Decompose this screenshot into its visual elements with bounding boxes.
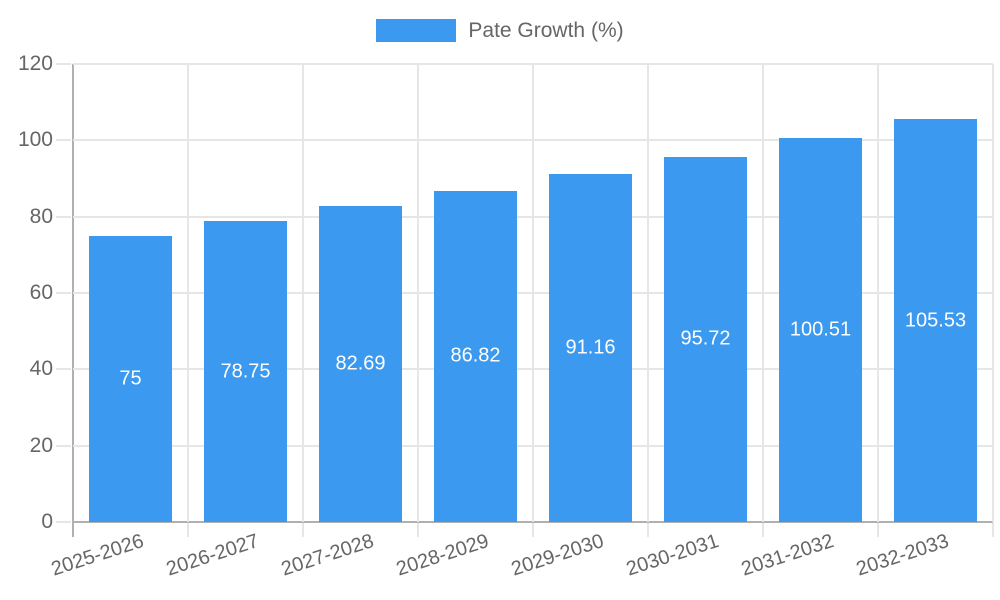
y-tick-label: 60: [29, 281, 53, 304]
x-tick-mark: [187, 523, 189, 537]
x-tick-mark: [762, 523, 764, 537]
x-tick-mark: [302, 523, 304, 537]
x-tick-mark: [992, 523, 994, 537]
y-tick-label: 40: [29, 357, 53, 381]
x-tick-mark: [417, 523, 419, 537]
y-axis-line: [72, 64, 74, 537]
x-tick-mark: [532, 523, 534, 537]
y-tick-mark: [56, 368, 71, 371]
bar-value-label: 105.53: [904, 309, 967, 332]
x-tick-label: 2031-2032: [738, 530, 837, 581]
x-tick-label: 2030-2031: [623, 530, 722, 581]
bar: 105.53: [894, 119, 977, 522]
x-tick-label: 2032-2033: [853, 530, 952, 581]
x-gridline: [877, 64, 879, 522]
x-tick-mark: [877, 523, 879, 537]
bar: 91.16: [549, 174, 632, 522]
bar: 86.82: [434, 190, 517, 522]
y-tick-label: 20: [29, 433, 53, 457]
x-tick-label: 2025-2026: [48, 530, 147, 581]
x-tick-label: 2029-2030: [508, 530, 607, 581]
x-gridline: [302, 64, 304, 522]
bar: 75: [89, 235, 172, 522]
x-gridline: [992, 64, 994, 522]
y-tick-mark: [56, 521, 71, 523]
y-tick-mark: [56, 63, 71, 65]
y-tick-mark: [56, 292, 71, 294]
legend-item[interactable]: Pate Growth (%): [376, 19, 624, 42]
bar-value-label: 91.16: [565, 336, 616, 359]
x-tick-label: 2026-2027: [163, 530, 262, 581]
y-tick-label: 120: [17, 52, 53, 75]
x-gridline: [417, 64, 419, 522]
x-tick-label: 2028-2029: [393, 530, 492, 581]
bar: 82.69: [319, 206, 402, 522]
x-gridline: [187, 64, 189, 522]
legend-swatch-icon: [376, 19, 457, 42]
y-tick-label: 80: [29, 204, 53, 228]
y-tick-mark: [56, 139, 71, 142]
y-tick-mark: [56, 215, 71, 218]
legend: Pate Growth (%): [0, 19, 1000, 42]
y-tick-label: 0: [41, 510, 53, 533]
x-gridline: [647, 64, 649, 522]
bar: 78.75: [204, 221, 287, 522]
bar: 100.51: [779, 138, 862, 522]
x-tick-label: 2027-2028: [278, 530, 377, 581]
bar-value-label: 82.69: [335, 352, 386, 375]
x-gridline: [762, 64, 764, 522]
bar-value-label: 100.51: [789, 318, 852, 341]
plot-area: 0 20 40 60 80 100 120 75 78.75 82.69 86.82 91.16 95.…: [18, 52, 994, 580]
x-axis-line: [73, 521, 993, 523]
x-gridline: [532, 64, 534, 522]
bar-value-label: 86.82: [450, 344, 501, 367]
x-tick-mark: [647, 523, 649, 537]
bar-value-label: 75: [119, 367, 142, 390]
y-tick-mark: [56, 444, 71, 447]
bar-value-label: 78.75: [220, 360, 271, 383]
bar: 95.72: [664, 156, 747, 522]
bar-value-label: 95.72: [680, 327, 731, 350]
legend-label: Pate Growth (%): [468, 19, 624, 42]
y-tick-label: 100: [17, 128, 53, 152]
